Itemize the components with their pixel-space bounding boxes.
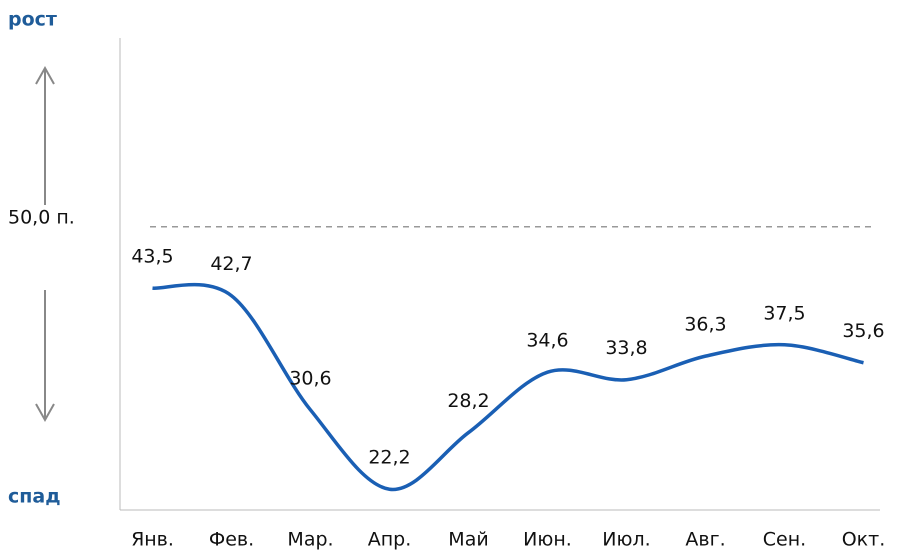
x-tick-label: Сен. xyxy=(763,529,806,551)
value-label: 34,6 xyxy=(526,330,568,352)
top-label: рост xyxy=(8,9,57,31)
value-label: 35,6 xyxy=(842,320,884,342)
x-tick-label: Мар. xyxy=(287,529,333,551)
down-arrow-head xyxy=(35,403,55,423)
line xyxy=(152,282,864,491)
value-label: 28,2 xyxy=(447,390,489,412)
value-label: 37,5 xyxy=(763,302,805,324)
value-label: 43,5 xyxy=(131,246,173,268)
value-label: 42,7 xyxy=(210,253,252,275)
x-tick-label: Май xyxy=(448,529,488,551)
up-arrow-head xyxy=(35,65,55,85)
x-tick-label: Фев. xyxy=(209,529,254,551)
x-tick-label: Авг. xyxy=(685,529,725,551)
x-tick-label: Июл. xyxy=(602,529,650,551)
value-label: 33,8 xyxy=(605,337,647,359)
value-label: 22,2 xyxy=(368,447,410,469)
x-tick-label: Окт. xyxy=(842,529,886,551)
arrows xyxy=(35,65,55,423)
reference-label: 50,0 п. xyxy=(8,206,75,228)
x-tick-label: Июн. xyxy=(523,529,572,551)
x-tick-label: Янв. xyxy=(131,529,174,551)
value-label: 36,3 xyxy=(684,314,726,336)
x-tick-label: Апр. xyxy=(368,529,412,551)
bottom-label: спад xyxy=(8,486,61,508)
value-label: 30,6 xyxy=(289,367,331,389)
